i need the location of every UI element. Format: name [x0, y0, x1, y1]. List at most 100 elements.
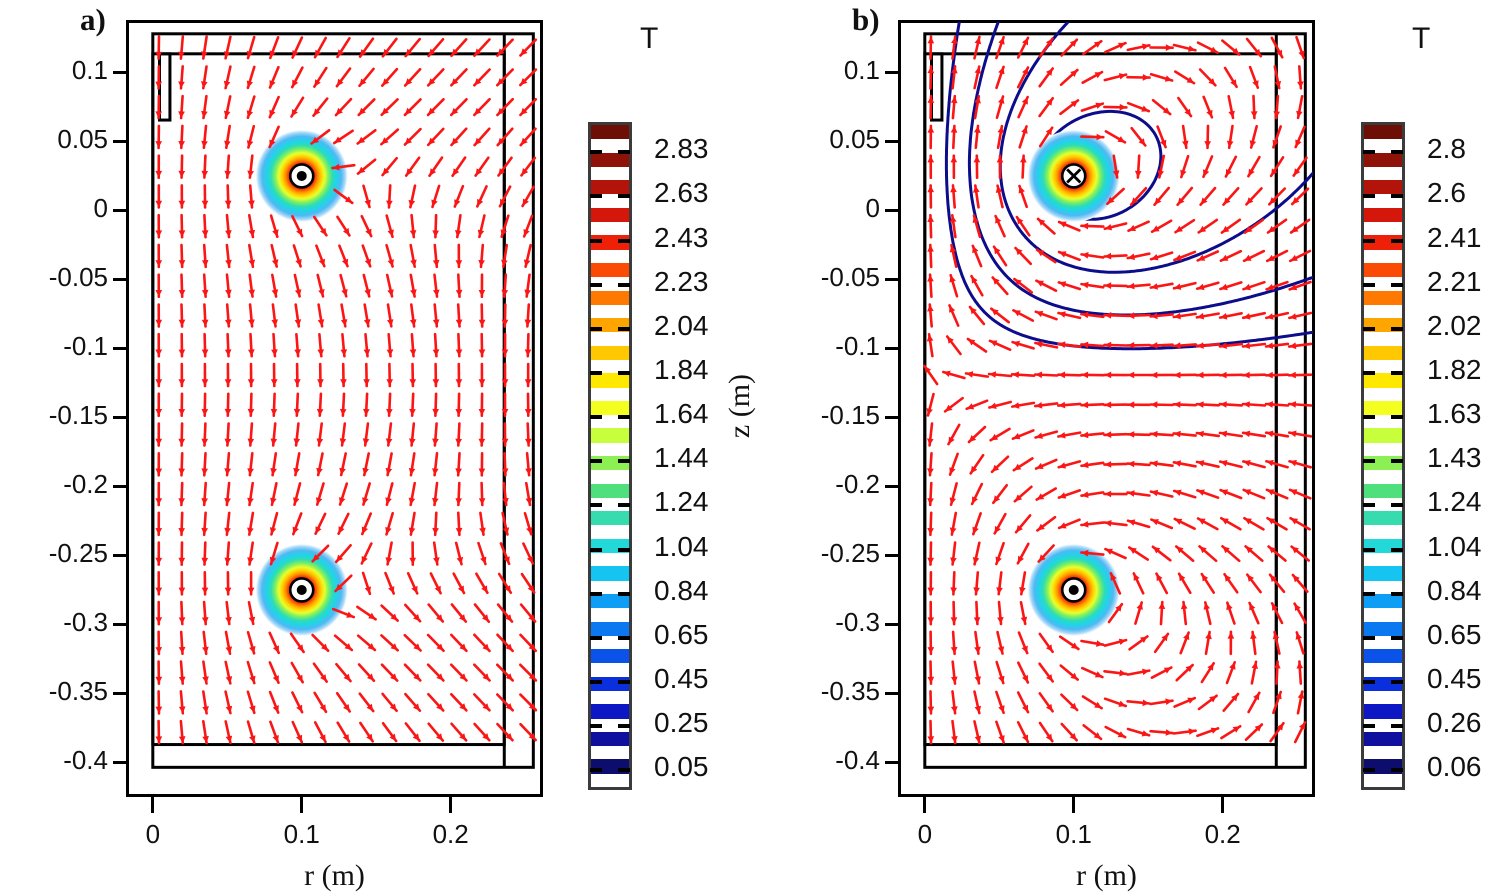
colorbar-band-a-9 [591, 373, 629, 388]
colorbar-label-b-12: 0.45 [1427, 662, 1482, 694]
ytick-label-b-1: 0.05 [829, 124, 880, 155]
colorbar-tick-left-b-10 [1363, 591, 1375, 596]
colorbar-band-a-17 [591, 593, 629, 609]
ytick-a-3 [113, 277, 129, 281]
ytick-a-4 [113, 346, 129, 350]
colorbar-band-b-1 [1364, 152, 1402, 167]
ytick-label-b-10: -0.4 [835, 745, 880, 776]
colorbar-band-b-18 [1364, 621, 1402, 636]
colorbar-label-a-0: 2.83 [654, 133, 709, 165]
colorbar-tick-right-b-8 [1391, 503, 1403, 508]
colorbar-band-b-3 [1364, 207, 1402, 223]
colorbar-label-a-8: 1.24 [654, 486, 709, 518]
ytick-label-a-9: -0.35 [48, 676, 108, 707]
ytick-b-9 [885, 691, 901, 695]
xtick-label-a-0: 0 [145, 819, 161, 849]
colorbar-tick-left-b-7 [1363, 459, 1375, 464]
colorbar-label-b-0: 2.8 [1427, 133, 1466, 165]
colorbar-tick-right-b-14 [1391, 768, 1403, 773]
colorbar-tick-left-a-14 [590, 768, 602, 773]
xtick-b-2 [1221, 797, 1225, 813]
colorbar-label-b-7: 1.43 [1427, 442, 1482, 474]
colorbar-tick-left-a-8 [590, 503, 602, 508]
colorbar-tick-left-a-12 [590, 679, 602, 684]
ytick-label-b-0: 0.1 [843, 55, 880, 86]
colorbar-label-b-8: 1.24 [1427, 486, 1482, 518]
ytick-label-b-8: -0.3 [835, 607, 880, 638]
colorbar-tick-right-b-3 [1391, 282, 1403, 287]
colorbar-band-b-6 [1364, 290, 1402, 305]
colorbar-band-a-6 [591, 290, 629, 305]
ytick-b-3 [885, 277, 901, 281]
ytick-a-9 [113, 691, 129, 695]
colorbar-label-a-4: 2.04 [654, 309, 709, 341]
colorbar-tick-left-b-3 [1363, 282, 1375, 287]
colorbar-tick-right-a-6 [618, 415, 630, 420]
colorbar-label-b-6: 1.63 [1427, 398, 1482, 430]
colorbar-tick-left-a-10 [590, 591, 602, 596]
coil-marker-b-1-dot [1060, 577, 1087, 603]
colorbar-band-b-11 [1364, 428, 1402, 443]
ytick-a-5 [113, 415, 129, 419]
ytick-label-a-4: -0.1 [63, 331, 108, 362]
xtick-b-0 [923, 797, 927, 813]
panel-label-a: a) [80, 2, 106, 37]
colorbar-tick-left-b-11 [1363, 635, 1375, 640]
ytick-label-b-3: -0.05 [820, 262, 880, 293]
xtick-label-a-1: 0.1 [283, 819, 320, 849]
ytick-label-a-5: -0.15 [48, 400, 108, 431]
xaxis-title-a: r (m) [304, 859, 365, 892]
ytick-label-a-1: 0.05 [57, 124, 108, 155]
colorbar-tick-right-a-13 [618, 724, 630, 729]
colorbar-label-a-12: 0.45 [654, 662, 709, 694]
xtick-label-b-0: 0 [917, 819, 933, 849]
colorbar-band-a-16 [591, 566, 629, 581]
ytick-label-a-0: 0.1 [71, 55, 108, 86]
colorbar-tick-left-b-12 [1363, 679, 1375, 684]
colorbar-label-a-11: 0.65 [654, 618, 709, 650]
ytick-a-8 [113, 622, 129, 626]
ytick-a-2 [113, 208, 129, 212]
colorbar-tick-right-b-5 [1391, 371, 1403, 376]
colorbar-band-b-19 [1364, 649, 1402, 664]
ytick-label-a-10: -0.4 [63, 745, 108, 776]
field-vectors-b [923, 35, 1313, 745]
vessel-outline-b [923, 32, 1307, 769]
colorbar-tick-left-b-5 [1363, 371, 1375, 376]
colorbar-band-a-18 [591, 621, 629, 636]
ytick-label-b-5: -0.15 [820, 400, 880, 431]
colorbar-tick-left-b-1 [1363, 194, 1375, 199]
colorbar-tick-left-b-0 [1363, 150, 1375, 155]
xtick-label-b-2: 0.2 [1204, 819, 1241, 849]
colorbar-tick-left-b-4 [1363, 326, 1375, 331]
colorbar-band-b-5 [1364, 262, 1402, 278]
xtick-label-b-1: 0.1 [1055, 819, 1092, 849]
xaxis-title-b: r (m) [1076, 859, 1137, 892]
colorbar-label-a-7: 1.44 [654, 442, 709, 474]
colorbar-label-a-14: 0.05 [654, 751, 709, 783]
ytick-label-b-9: -0.35 [820, 676, 880, 707]
colorbar-label-b-4: 2.02 [1427, 309, 1482, 341]
colorbar-label-b-1: 2.6 [1427, 177, 1466, 209]
ytick-b-10 [885, 760, 901, 764]
colorbar-tick-right-a-5 [618, 371, 630, 376]
colorbar-tick-right-a-14 [618, 768, 630, 773]
ytick-label-b-7: -0.25 [820, 538, 880, 569]
colorbar-band-a-10 [591, 400, 629, 416]
colorbar-label-b-11: 0.65 [1427, 618, 1482, 650]
colorbar-label-b-13: 0.26 [1427, 707, 1482, 739]
colorbar-tick-left-b-14 [1363, 768, 1375, 773]
colorbar-band-a-14 [591, 511, 629, 526]
ytick-b-6 [885, 484, 901, 488]
coil-marker-b-0-cross [1060, 163, 1087, 189]
ytick-a-1 [113, 139, 129, 143]
colorbar-label-a-6: 1.64 [654, 398, 709, 430]
ytick-b-2 [885, 208, 901, 212]
xtick-a-1 [300, 797, 304, 813]
colorbar-tick-right-a-9 [618, 547, 630, 552]
colorbar-tick-left-a-11 [590, 635, 602, 640]
ytick-label-a-8: -0.3 [63, 607, 108, 638]
xtick-b-1 [1072, 797, 1076, 813]
colorbar-tick-right-b-10 [1391, 591, 1403, 596]
colorbar-band-b-9 [1364, 373, 1402, 388]
